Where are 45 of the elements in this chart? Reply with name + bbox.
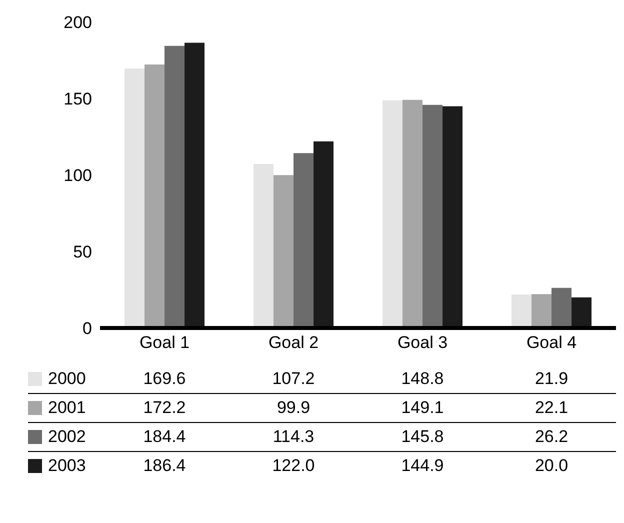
data-label: 26.2	[534, 427, 570, 447]
data-label: 148.8	[400, 369, 445, 389]
bar	[572, 297, 592, 328]
legend-label: 2003	[48, 456, 86, 476]
bar	[512, 294, 532, 328]
y-tick-label: 0	[82, 319, 92, 338]
legend-label: 2000	[48, 369, 86, 389]
bar	[124, 68, 145, 328]
bar	[442, 106, 463, 328]
x-tick-label: Goal 4	[526, 333, 577, 352]
data-label: 144.9	[400, 456, 445, 476]
bar	[144, 64, 165, 328]
data-label: 107.2	[271, 369, 316, 389]
data-label: 145.8	[400, 427, 445, 447]
x-tick-label: Goal 2	[268, 333, 319, 352]
bar	[254, 164, 274, 328]
y-tick-label: 50	[73, 242, 92, 262]
bar	[422, 104, 443, 328]
bar	[274, 175, 294, 328]
data-label: 20.0	[534, 456, 570, 476]
data-label: 22.1	[534, 398, 570, 418]
legend-label: 2002	[48, 427, 86, 447]
bar	[402, 100, 423, 328]
legend-label: 2001	[48, 398, 86, 418]
data-label: 172.2	[142, 398, 187, 418]
bar	[294, 153, 314, 328]
data-label: 21.9	[534, 369, 570, 389]
data-label: 99.9	[276, 398, 312, 418]
y-tick-label: 200	[64, 13, 92, 32]
data-label: 184.4	[142, 427, 187, 447]
data-label: 149.1	[400, 398, 445, 418]
data-label: 186.4	[142, 456, 187, 476]
x-tick-label: Goal 1	[139, 333, 190, 352]
y-tick-label: 100	[64, 166, 92, 186]
bar	[382, 100, 403, 328]
bar	[314, 141, 334, 328]
x-tick-label: Goal 3	[397, 333, 448, 352]
bar	[532, 294, 552, 328]
bar	[184, 42, 205, 328]
data-label: 169.6	[142, 369, 187, 389]
data-label: 114.3	[272, 427, 316, 447]
y-tick-label: 150	[64, 90, 92, 109]
bar	[552, 288, 572, 328]
bar	[164, 46, 185, 328]
data-label: 122.0	[271, 456, 316, 476]
